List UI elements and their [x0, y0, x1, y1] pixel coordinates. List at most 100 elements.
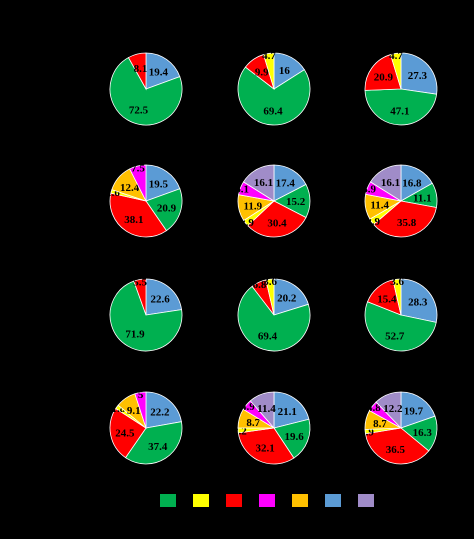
slice-label: 5.5	[133, 276, 147, 288]
pie-slice	[109, 57, 183, 126]
slice-label: 9.9	[255, 66, 269, 78]
pie-chart-4: 19.520.938.11.6 12.47.5	[106, 163, 183, 238]
pie-slice	[237, 427, 295, 465]
pie-chart-3: 27.3 47.1 20.9 4.7	[364, 50, 438, 126]
slice-label: 24.5	[115, 427, 135, 439]
slice-label: 8.7	[246, 417, 260, 429]
pie-chart-6: 16.8 11.1 35.8 2.9 11.4 5.9 16.1	[362, 164, 438, 238]
pie-chart-7: 22.6 71.9 5.5	[109, 276, 183, 352]
pie-chart-12: 19.716.336.51.98.74.8 12.2	[360, 391, 438, 465]
slice-label: 35.8	[397, 217, 417, 229]
pie-slice	[249, 391, 275, 430]
slice-label: 3.6	[390, 276, 404, 288]
slice-label: 21.1	[278, 406, 297, 418]
slice-label: 12.2	[383, 403, 403, 415]
slice-label: 5.9	[362, 184, 376, 196]
slice-label: 3.6	[263, 276, 277, 288]
slice-label: 19.4	[149, 66, 169, 78]
slice-label: 4.8	[367, 402, 381, 414]
slice-label: 72.5	[129, 104, 149, 116]
slice-label: 30.4	[267, 217, 287, 229]
pie-slice	[145, 52, 181, 90]
slice-label: 37.4	[148, 441, 168, 453]
pie-slice	[265, 278, 275, 316]
pie-slice	[242, 164, 275, 202]
pie-slice	[364, 88, 438, 126]
slice-label: 36.5	[386, 444, 406, 456]
slice-label: 19.7	[404, 405, 424, 417]
pie-slice	[273, 391, 310, 429]
slice-label: 15.2	[286, 196, 306, 208]
slice-label: 22.2	[150, 406, 170, 418]
slice-label: 32.1	[255, 443, 274, 455]
slice-label: 15.4	[377, 294, 397, 306]
slice-label: 20.9	[157, 203, 177, 215]
legend-swatch	[160, 494, 176, 507]
pie-slice	[109, 192, 167, 238]
slice-label: 20.2	[277, 293, 297, 305]
slice-label: 4.9	[241, 401, 255, 413]
legend-swatch	[358, 494, 374, 507]
slice-label: 16.3	[413, 427, 433, 439]
pie-slice	[145, 391, 182, 429]
pie-slice	[364, 301, 437, 352]
slice-label: 17.4	[276, 178, 296, 190]
pie-slice	[375, 391, 402, 429]
pie-slice	[237, 66, 311, 126]
slice-label: 8.7	[373, 418, 387, 430]
pie-slice	[127, 52, 147, 91]
slice-label: 9.1	[127, 405, 141, 417]
pie-slice	[364, 54, 402, 91]
legend-swatch	[259, 494, 275, 507]
pie-slice	[237, 285, 311, 352]
slice-label: 52.7	[385, 331, 405, 343]
slice-label: 16	[279, 65, 291, 77]
legend-swatch	[325, 494, 341, 507]
pie-slice	[134, 391, 147, 429]
pie-slice	[109, 280, 183, 352]
slice-label: 8.1	[134, 63, 148, 75]
slice-label: 11.1	[413, 192, 432, 204]
pie-slice	[273, 278, 309, 316]
slice-label: 4.7	[389, 50, 403, 62]
slice-label: 27.3	[408, 70, 428, 82]
pie-chart-1: 19.4 72.5 8.1	[109, 52, 183, 126]
pie-slice	[109, 407, 147, 459]
slice-label: 4.7	[262, 50, 276, 62]
legend	[160, 494, 374, 507]
legend-swatch	[292, 494, 308, 507]
pie-chart-11: 21.119.632.12.28.74.9 11.4	[233, 391, 311, 465]
pie-chart-group: 19.4 72.5 8.1 16 69.4 9.9 4.7 27.3 47.1 20.9 4.7 19…	[106, 50, 438, 465]
slice-label: 12.4	[120, 182, 140, 194]
pie-chart-10: 22.237.424.51.8 9.15	[109, 389, 183, 465]
slice-label: 11.4	[370, 200, 389, 212]
slice-label: 6.1	[235, 184, 249, 196]
slice-label: 11.4	[257, 403, 276, 415]
slice-label: 71.9	[125, 329, 145, 341]
slice-label: 6.8	[253, 279, 267, 291]
pie-slice	[369, 164, 402, 202]
pie-slice	[133, 278, 147, 316]
pie-slice	[145, 278, 183, 316]
slice-label: 11.9	[243, 200, 262, 212]
pie-slice	[263, 52, 275, 90]
pie-chart-2: 16 69.4 9.9 4.7	[237, 50, 311, 126]
pie-slice	[273, 418, 311, 459]
slice-label: 2.9	[366, 216, 380, 228]
slice-label: 19.6	[285, 431, 305, 443]
pie-slice	[145, 164, 181, 202]
slice-label: 16.8	[402, 177, 422, 189]
slice-label: 20.9	[374, 71, 394, 83]
slice-label: 19.5	[149, 178, 169, 190]
slice-label: 38.1	[124, 214, 143, 226]
pie-slice	[400, 278, 438, 323]
pie-slice	[392, 278, 402, 316]
pie-chart-9: 28.3 52.7 15.4 3.6	[364, 276, 438, 352]
pie-slice	[365, 427, 430, 465]
legend-swatch	[226, 494, 242, 507]
pie-slice	[125, 421, 183, 465]
slice-label: 16.1	[381, 177, 400, 189]
pie-slice	[373, 200, 437, 238]
pie-slice	[390, 52, 402, 90]
